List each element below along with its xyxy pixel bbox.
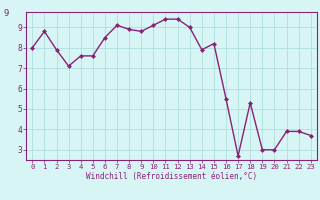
Text: 9: 9: [4, 9, 9, 18]
X-axis label: Windchill (Refroidissement éolien,°C): Windchill (Refroidissement éolien,°C): [86, 172, 257, 181]
